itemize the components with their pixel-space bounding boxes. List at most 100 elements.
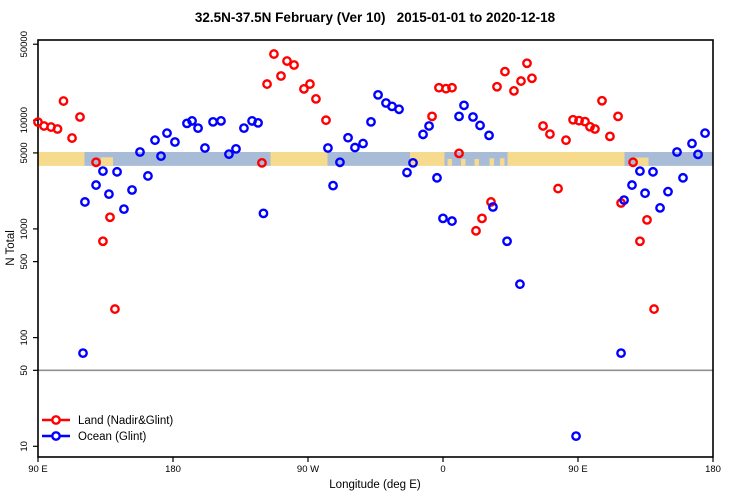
data-point-ocean	[418, 129, 428, 140]
data-point-ocean	[447, 216, 457, 226]
y-tick-label: 500	[19, 254, 30, 270]
data-point-land	[597, 95, 607, 106]
data-point-ocean	[335, 157, 345, 168]
band-segment-land	[461, 158, 466, 166]
data-point-ocean	[231, 143, 241, 154]
x-tick-label: 180	[165, 464, 181, 475]
data-point-land	[289, 60, 299, 70]
data-point-ocean	[627, 180, 637, 190]
data-point-ocean	[616, 348, 626, 359]
data-point-land	[522, 58, 532, 69]
data-point-ocean	[635, 166, 645, 177]
data-point-ocean	[571, 431, 581, 442]
data-point-ocean	[663, 186, 673, 197]
legend-swatch-circle	[51, 415, 61, 425]
data-point-ocean	[200, 143, 210, 153]
data-point-ocean	[488, 202, 498, 212]
data-point-land	[311, 94, 321, 104]
data-point-ocean	[104, 189, 114, 200]
band-segment-land	[489, 158, 494, 166]
band-segment-land	[635, 157, 649, 166]
data-point-land	[110, 304, 120, 314]
data-point-land	[282, 56, 292, 66]
data-point-land	[574, 115, 584, 126]
data-point-land	[454, 148, 464, 159]
data-point-land	[58, 96, 69, 106]
data-point-ocean	[78, 348, 88, 359]
data-point-ocean	[328, 180, 338, 191]
data-point-ocean	[98, 166, 108, 177]
data-point-land	[580, 116, 590, 127]
data-point-land	[605, 131, 615, 142]
data-point-ocean	[432, 172, 442, 183]
data-point-land	[500, 66, 510, 77]
y-tick-label: 5000	[19, 142, 30, 163]
data-point-ocean	[619, 195, 629, 206]
data-point-ocean	[515, 279, 525, 290]
data-point-land	[471, 225, 481, 236]
data-point-land	[561, 135, 571, 146]
data-point-ocean	[156, 151, 166, 162]
data-point-ocean	[323, 143, 333, 153]
data-point-ocean	[258, 208, 269, 219]
data-point-land	[262, 79, 272, 89]
x-tick-label: 180	[705, 464, 721, 475]
data-point-ocean	[454, 111, 464, 122]
band-segment-land	[410, 151, 445, 166]
data-point-ocean	[127, 185, 137, 195]
data-point-land	[492, 81, 502, 92]
data-point-ocean	[239, 123, 249, 134]
data-point-ocean	[135, 147, 145, 157]
data-point-land	[509, 86, 519, 96]
data-point-land	[269, 49, 279, 59]
data-point-ocean	[640, 188, 650, 199]
data-point-ocean	[700, 128, 710, 139]
data-point-land	[98, 236, 108, 247]
data-point-land	[427, 111, 437, 122]
data-point-ocean	[655, 203, 665, 213]
data-point-land	[447, 82, 457, 93]
data-point-ocean	[343, 132, 353, 143]
data-point-ocean	[350, 142, 360, 153]
data-point-ocean	[484, 130, 494, 141]
legend-swatch-circle	[51, 431, 61, 441]
band-segment-ocean	[327, 151, 410, 166]
data-point-ocean	[216, 116, 226, 126]
x-tick-label: 90 E	[568, 464, 588, 475]
data-point-land	[91, 157, 101, 168]
data-point-land	[538, 121, 548, 131]
data-point-ocean	[91, 180, 101, 190]
y-tick-label: 50000	[19, 31, 30, 57]
data-point-ocean	[170, 137, 180, 147]
data-point-land	[649, 304, 659, 314]
data-point-ocean	[373, 89, 383, 100]
data-point-land	[52, 124, 63, 134]
data-point-land	[305, 79, 315, 89]
data-point-ocean	[162, 128, 172, 139]
data-point-land	[477, 213, 487, 224]
data-point-land	[321, 115, 331, 126]
data-point-ocean	[112, 166, 122, 177]
data-point-ocean	[224, 149, 234, 160]
data-point-ocean	[687, 138, 697, 149]
band-segment-land	[474, 158, 479, 166]
data-point-land	[276, 71, 286, 81]
data-point-ocean	[408, 157, 418, 168]
band-segment-land	[507, 151, 625, 166]
data-point-land	[299, 84, 309, 94]
data-point-ocean	[253, 117, 263, 128]
data-point-ocean	[502, 236, 512, 247]
x-axis-title: Longitude (deg E)	[329, 479, 421, 491]
data-point-ocean	[143, 171, 153, 181]
data-point-ocean	[693, 149, 703, 160]
data-point-land	[585, 121, 595, 132]
data-point-land	[545, 129, 555, 139]
legend-label: Land (Nadir&Glint)	[78, 415, 173, 427]
data-point-land	[568, 114, 578, 125]
data-point-land	[75, 112, 85, 122]
y-tick-label: 50	[19, 365, 30, 376]
y-tick-label: 10	[19, 441, 30, 452]
data-point-ocean	[208, 116, 218, 127]
